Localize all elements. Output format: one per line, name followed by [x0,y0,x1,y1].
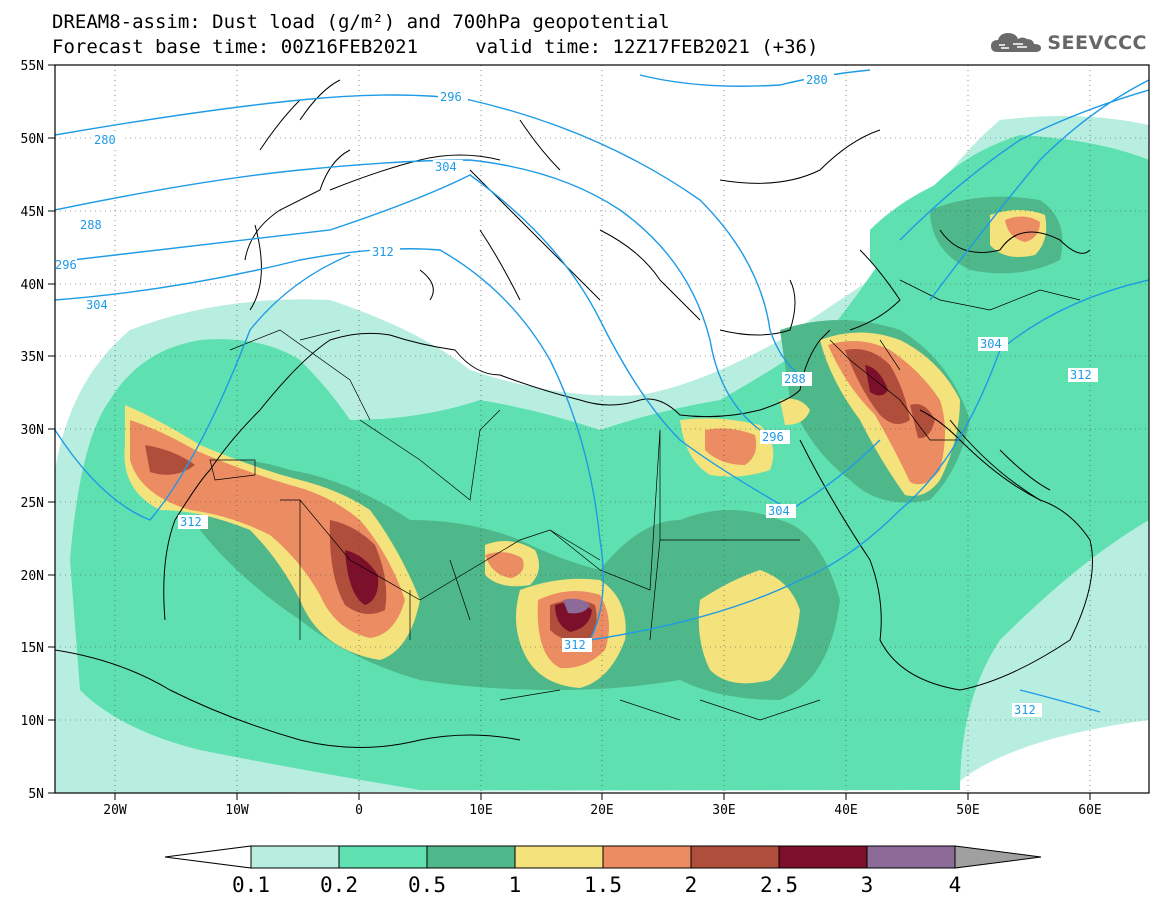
colorbar-over-arrow [954,845,1042,869]
svg-text:304: 304 [435,160,457,174]
forecast-time-line: Forecast base time: 00Z16FEB2021 valid t… [52,36,819,58]
colorbar: 0.1 0.2 0.5 1 1.5 2 2.5 3 4 [164,845,1042,897]
contour-label: 296 [438,90,468,104]
colorbar-swatch [514,845,604,869]
colorbar-swatch [778,845,868,869]
logo-text: SEEVCCC [1047,32,1147,54]
colorbar-under-arrow [164,845,252,869]
svg-text:280: 280 [806,73,828,87]
lat-label: 20N [21,569,44,584]
lat-label: 25N [21,496,44,511]
colorbar-swatch [866,845,956,869]
lon-label: 40E [834,803,857,818]
contour-label: 312 [370,245,400,259]
lat-label: 15N [21,641,44,656]
contour-label: 312 [178,515,208,529]
svg-text:312: 312 [180,515,202,529]
lon-label: 0 [355,803,363,818]
lat-label: 50N [21,132,44,147]
svg-text:312: 312 [372,245,394,259]
geopotential-contours [55,69,1149,713]
svg-text:280: 280 [94,133,116,147]
lon-label: 10W [225,803,249,818]
contour-label: 312 [1068,368,1098,382]
latitude-labels: 55N 50N 45N 40N 35N 30N 25N 20N 15N 10N … [21,59,44,802]
svg-text:296: 296 [762,430,784,444]
lat-label: 30N [21,423,44,438]
seevccc-logo: SEEVCCC [989,30,1147,56]
contour-label: 280 [804,73,834,87]
lat-label: 5N [28,787,44,802]
lon-label: 50E [956,803,979,818]
svg-text:304: 304 [768,504,790,518]
contour-label: 304 [766,504,796,518]
contour-label: 296 [760,430,790,444]
lat-label: 35N [21,350,44,365]
lon-label: 20W [103,803,127,818]
contour-labels: 280 280 288 288 296 296 296 304 304 304 … [55,73,1098,717]
colorbar-label: 2 [685,873,698,897]
colorbar-swatch [690,845,780,869]
longitude-labels: 20W 10W 0 10E 20E 30E 40E 50E 60E [103,803,1101,818]
coastlines [55,79,1093,748]
contour-label: 312 [562,638,592,652]
contour-label: 304 [433,160,463,174]
lat-label: 40N [21,278,44,293]
svg-text:304: 304 [980,337,1002,351]
lon-label: 30E [712,803,735,818]
svg-text:304: 304 [86,298,108,312]
contour-label: 304 [84,298,114,312]
contour-label: 288 [782,372,812,386]
contour-label: 296 [55,258,77,272]
svg-text:288: 288 [784,372,806,386]
svg-text:312: 312 [1014,703,1036,717]
lon-label: 60E [1078,803,1101,818]
colorbar-swatch [250,845,340,869]
colorbar-swatch [426,845,516,869]
svg-text:312: 312 [1070,368,1092,382]
lon-label: 10E [469,803,492,818]
colorbar-label: 1.5 [584,873,622,897]
lat-label: 55N [21,59,44,74]
colorbar-label: 2.5 [760,873,798,897]
svg-text:296: 296 [55,258,77,272]
map-title: DREAM8-assim: Dust load (g/m²) and 700hP… [52,11,670,33]
lat-label: 45N [21,205,44,220]
colorbar-swatch [338,845,428,869]
colorbar-label: 3 [861,873,874,897]
dust-level-3-fill [563,598,590,614]
colorbar-label: 0.5 [408,873,446,897]
svg-text:296: 296 [440,90,462,104]
lon-label: 20E [590,803,613,818]
colorbar-swatch [602,845,692,869]
colorbar-label: 0.2 [320,873,358,897]
cloud-logo-icon [991,33,1042,52]
svg-text:288: 288 [80,218,102,232]
svg-text:312: 312 [564,638,586,652]
colorbar-label: 0.1 [232,873,270,897]
colorbar-label: 1 [509,873,522,897]
lat-label: 10N [21,714,44,729]
country-borders [209,279,1081,721]
contour-label: 280 [92,133,122,147]
contour-label: 312 [1012,703,1042,717]
axis-ticks [48,64,1091,800]
contour-label: 304 [978,337,1008,351]
contour-label: 288 [78,218,108,232]
colorbar-label: 4 [949,873,962,897]
